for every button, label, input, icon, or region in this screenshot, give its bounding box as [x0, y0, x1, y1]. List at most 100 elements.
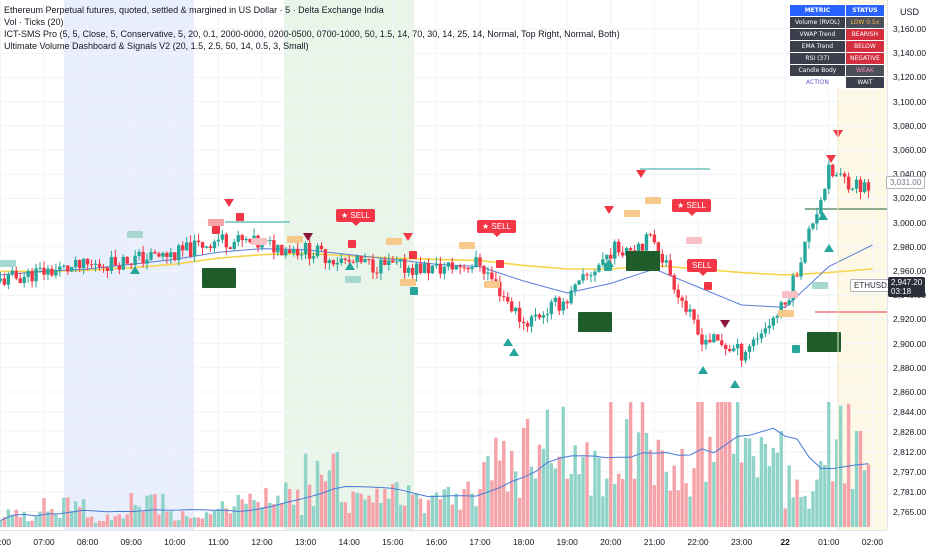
candle-body [462, 267, 466, 269]
candle-body [613, 241, 617, 259]
candle-body [280, 244, 284, 256]
current-price: 2,947.20 [891, 278, 923, 287]
price-axis[interactable] [887, 0, 932, 530]
volume-bar [767, 466, 772, 527]
legend-ict-indicator[interactable]: ICT-SMS Pro (5, 5, Close, 5, Conservativ… [4, 29, 620, 39]
volume-bar [18, 517, 22, 527]
price-tick-label: 3,000.00 [893, 217, 927, 228]
candle-body [811, 223, 815, 229]
volume-bar [14, 509, 18, 527]
volume-bar [831, 481, 835, 527]
volume-bar [169, 511, 173, 527]
volume-bar [636, 432, 641, 527]
volume-bar [553, 468, 558, 527]
candle-body [664, 260, 668, 263]
candle-body [739, 343, 744, 361]
volume-bar [478, 489, 482, 527]
time-tick-label: 14:00 [338, 537, 360, 547]
volume-bar [228, 513, 232, 527]
volume-bar [200, 518, 205, 527]
sell-signal-label: ★ SELL [477, 220, 516, 237]
volume-bar [597, 457, 601, 527]
legend-symbol[interactable]: Ethereum Perpetual futures, quoted, sett… [4, 5, 384, 15]
volume-bar [133, 504, 137, 527]
candle-body [395, 261, 399, 263]
volume-bar [624, 419, 629, 527]
volume-bar [656, 439, 661, 527]
volume-bar [660, 450, 665, 527]
candle-body [410, 267, 415, 275]
candle-body [133, 255, 137, 266]
volume-bar [129, 492, 133, 527]
candle-body [232, 241, 236, 249]
volume-bar [0, 520, 3, 527]
volume-bar [184, 516, 189, 527]
candle-body [696, 319, 700, 335]
candle-body [628, 248, 633, 251]
volume-bar [188, 518, 193, 527]
volume-bar [2, 517, 7, 527]
currency-label[interactable]: USD [900, 7, 920, 17]
volume-bar [252, 500, 256, 527]
time-tick-label: 13:00 [294, 537, 317, 547]
metric-rsi: RSI (37) [789, 52, 846, 65]
volume-bar [751, 456, 756, 527]
candle-body [517, 307, 522, 322]
candle-body [141, 251, 145, 264]
volume-bar [276, 495, 280, 527]
volume-bar [819, 461, 823, 527]
volume-bar [541, 448, 546, 527]
volume-bar [858, 430, 863, 527]
candle-body [212, 241, 217, 249]
order-block [807, 332, 841, 352]
candle-body [767, 325, 772, 329]
legend-volume-dashboard[interactable]: Ultimate Volume Dashboard & Signals V2 (… [4, 41, 309, 51]
candle-body [720, 340, 724, 345]
volume-bar [791, 497, 795, 527]
candle-body [525, 323, 530, 327]
volume-bar [50, 509, 54, 527]
volume-bar [712, 461, 716, 527]
candle-body [676, 289, 680, 298]
volume-bar [731, 453, 736, 527]
candle-body [101, 266, 106, 268]
legend-volume[interactable]: Vol · Ticks (20) [4, 17, 64, 27]
price-tick-label: 2,765.00 [893, 506, 927, 517]
volume-bar [323, 481, 328, 527]
volume-bar [196, 517, 201, 527]
candle-body [644, 234, 649, 251]
candle-body [442, 266, 447, 274]
candle-body [145, 259, 149, 264]
volume-bar [173, 520, 177, 527]
candle-body [763, 328, 768, 334]
time-tick-label: 02:00 [861, 537, 884, 547]
candle-body [862, 182, 867, 193]
order-block [578, 312, 612, 332]
volume-bar [533, 478, 538, 527]
volume-bar [585, 442, 589, 527]
volume-bar [561, 406, 565, 527]
candle-body [276, 244, 280, 253]
status-vwap-trend: BEARISH [844, 28, 886, 41]
time-axis[interactable] [0, 530, 887, 551]
volume-bar [30, 520, 34, 527]
sell-triangle [604, 206, 614, 214]
candle-body [506, 296, 510, 302]
candle-body [30, 270, 34, 282]
volume-bar [490, 480, 494, 527]
volume-bar [216, 508, 221, 527]
time-tick-label: 16:00 [425, 537, 448, 547]
candle-body [311, 256, 316, 259]
candle-body [74, 259, 78, 268]
price-tick-label: 2,900.00 [893, 338, 927, 349]
candle-body [121, 256, 125, 270]
volume-bar [735, 402, 740, 527]
volume-bar [779, 430, 783, 527]
volume-bar [755, 477, 760, 527]
buy-triangle [130, 266, 140, 274]
volume-bar [315, 460, 320, 527]
candle-body [62, 265, 66, 267]
candle-body [692, 309, 696, 320]
candle-body [335, 262, 340, 265]
